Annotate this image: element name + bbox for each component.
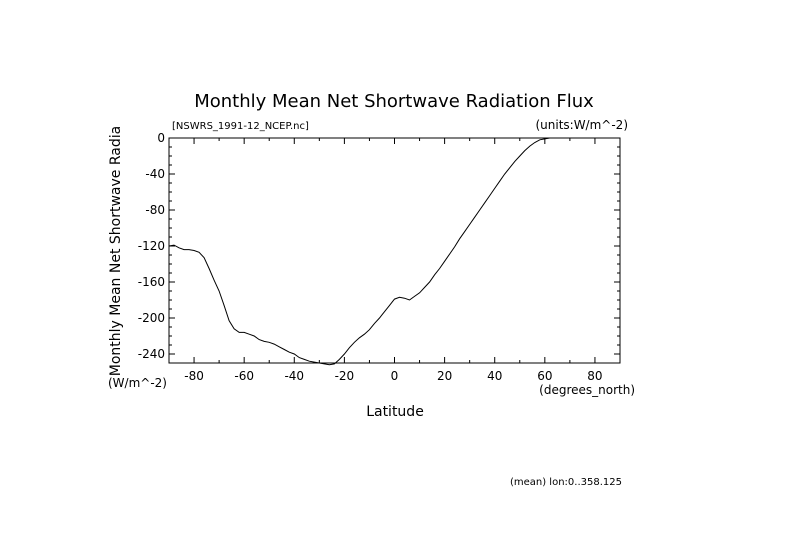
x-axis-label: Latitude	[366, 404, 424, 420]
units-label: (units:W/m^-2)	[535, 118, 628, 132]
x-axis-units: (degrees_north)	[539, 383, 635, 397]
y-tick-label: -80	[145, 203, 165, 217]
plot-frame	[168, 137, 621, 364]
x-tick-label: 40	[487, 369, 502, 383]
y-tick-label: 0	[157, 131, 165, 145]
footer-note: (mean) lon:0..358.125	[510, 477, 622, 488]
x-tick-label: -40	[284, 369, 304, 383]
y-tick-label: -40	[145, 167, 165, 181]
series-line	[168, 137, 620, 366]
x-tick-label: -80	[184, 369, 204, 383]
y-tick-label: -160	[138, 275, 165, 289]
y-tick-label: -200	[138, 311, 165, 325]
x-tick-label: 80	[587, 369, 602, 383]
x-tick-label: -20	[335, 369, 355, 383]
x-axis: -80 -60 -40 -20 0 20 40 60 80	[168, 138, 621, 383]
x-tick-label: 60	[537, 369, 552, 383]
chart-title: Monthly Mean Net Shortwave Radiation Flu…	[194, 91, 594, 112]
y-axis-units: (W/m^-2)	[108, 376, 167, 390]
file-label: [NSWRS_1991-12_NCEP.nc]	[172, 121, 309, 132]
y-axis: 0 -40 -80 -120 -160 -200 -240	[138, 131, 620, 364]
y-tick-label: -120	[138, 239, 165, 253]
x-tick-label: 0	[391, 369, 399, 383]
series-layer	[168, 137, 620, 366]
y-tick-label: -240	[138, 347, 165, 361]
y-axis-label: Monthly Mean Net Shortwave Radia	[108, 126, 124, 376]
x-tick-label: -60	[234, 369, 254, 383]
x-tick-label: 20	[437, 369, 452, 383]
